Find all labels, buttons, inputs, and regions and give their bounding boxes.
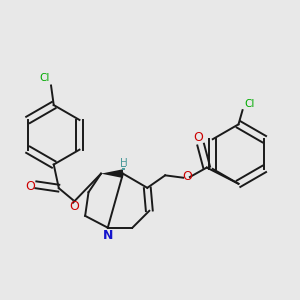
Text: H: H	[120, 158, 128, 168]
Text: O: O	[193, 131, 203, 144]
Text: O: O	[69, 200, 79, 213]
Text: O: O	[25, 180, 35, 193]
Text: O: O	[182, 170, 192, 183]
Text: N: N	[103, 229, 113, 242]
Text: Cl: Cl	[40, 73, 50, 83]
Text: Cl: Cl	[244, 99, 254, 109]
Polygon shape	[101, 169, 123, 178]
